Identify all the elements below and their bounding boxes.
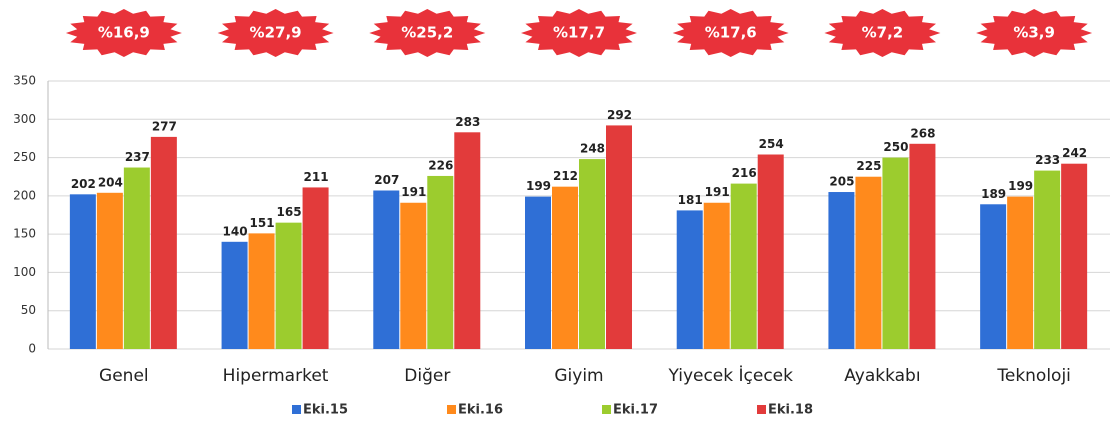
- value-label: 277: [152, 119, 177, 133]
- badge: [65, 9, 182, 57]
- bar: [525, 196, 551, 349]
- badge: [521, 9, 637, 57]
- bar: [980, 204, 1007, 349]
- annotation: %27,9: [250, 24, 302, 42]
- value-label: 202: [71, 177, 96, 191]
- legend-label: Eki.17: [613, 403, 658, 418]
- bar: [882, 157, 909, 349]
- bar: [855, 176, 882, 349]
- bar: [676, 210, 703, 349]
- value-label: 165: [277, 205, 302, 219]
- bar: [248, 233, 275, 349]
- x-tick-label: Hipermarket: [223, 366, 329, 386]
- badge: [369, 9, 486, 57]
- bar: [606, 125, 632, 349]
- legend-swatch: [292, 405, 301, 414]
- value-label: 211: [304, 170, 329, 184]
- value-label: 140: [223, 224, 248, 238]
- bar: [757, 154, 784, 349]
- y-tick-label: 100: [13, 265, 36, 279]
- legend-swatch: [757, 405, 766, 414]
- bar: [400, 202, 427, 349]
- bar: [1034, 170, 1061, 349]
- annotation: %25,2: [401, 24, 453, 42]
- value-label: 204: [98, 175, 123, 189]
- value-label: 233: [1035, 153, 1060, 167]
- bar: [123, 167, 150, 349]
- value-label: 283: [455, 115, 480, 129]
- value-label: 199: [526, 179, 551, 193]
- value-label: 237: [125, 150, 150, 164]
- badge: [976, 9, 1093, 57]
- annotation: %7,2: [862, 24, 904, 42]
- bar: [69, 194, 96, 349]
- badge: [672, 9, 789, 57]
- badge: [217, 9, 334, 57]
- bar: [909, 143, 936, 349]
- y-tick-label: 0: [28, 342, 36, 356]
- y-tick-label: 150: [13, 227, 36, 241]
- bar: [150, 136, 177, 349]
- value-label: 205: [829, 175, 854, 189]
- value-label: 181: [678, 193, 703, 207]
- y-tick-label: 350: [13, 74, 36, 88]
- value-label: 212: [553, 169, 578, 183]
- value-label: 250: [883, 140, 908, 154]
- legend-label: Eki.15: [303, 403, 348, 418]
- bar: [275, 222, 302, 349]
- bar: [427, 175, 454, 349]
- value-label: 242: [1062, 146, 1087, 160]
- x-tick-label: Teknoloji: [996, 366, 1071, 386]
- bar: [703, 202, 730, 349]
- bar: [828, 192, 855, 349]
- x-tick-label: Diğer: [404, 366, 450, 386]
- value-label: 207: [374, 173, 399, 187]
- value-label: 191: [401, 185, 426, 199]
- value-label: 225: [856, 159, 881, 173]
- legend-swatch: [602, 405, 611, 414]
- y-tick-label: 50: [21, 303, 36, 317]
- bar: [373, 190, 400, 349]
- annotation: %3,9: [1013, 24, 1055, 42]
- annotation: %17,7: [553, 24, 605, 42]
- legend-label: Eki.18: [768, 403, 813, 418]
- y-tick-label: 200: [13, 188, 36, 202]
- value-label: 191: [705, 185, 730, 199]
- x-tick-label: Yiyecek İçecek: [667, 365, 793, 386]
- bar: [579, 159, 605, 349]
- legend-swatch: [447, 405, 456, 414]
- value-label: 254: [759, 137, 784, 151]
- legend-label: Eki.16: [458, 403, 503, 418]
- value-label: 268: [910, 126, 935, 140]
- value-label: 189: [981, 187, 1006, 201]
- value-label: 226: [428, 158, 453, 172]
- value-label: 292: [607, 108, 632, 122]
- badge: [824, 9, 941, 57]
- bar: [221, 241, 248, 349]
- annotation: %16,9: [98, 24, 150, 42]
- value-label: 216: [732, 166, 757, 180]
- bar: [1061, 163, 1088, 349]
- bar: [730, 183, 757, 349]
- x-tick-label: Giyim: [554, 366, 603, 386]
- y-tick-label: 250: [13, 150, 36, 164]
- bar: [552, 186, 578, 349]
- value-label: 199: [1008, 179, 1033, 193]
- x-tick-label: Ayakkabı: [844, 366, 920, 386]
- bar: [454, 132, 481, 349]
- value-label: 151: [250, 216, 275, 230]
- annotation: %17,6: [705, 24, 757, 42]
- bar: [1007, 196, 1034, 349]
- value-label: 248: [580, 142, 605, 156]
- x-tick-label: Genel: [99, 366, 149, 386]
- y-tick-label: 300: [13, 112, 36, 126]
- bar: [96, 192, 123, 349]
- bar: [302, 187, 329, 349]
